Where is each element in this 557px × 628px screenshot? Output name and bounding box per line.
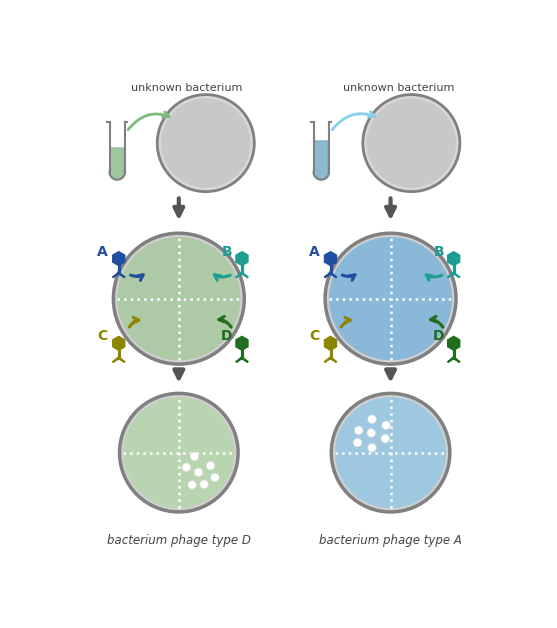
Text: B: B	[222, 245, 233, 259]
Circle shape	[182, 463, 190, 472]
Text: D: D	[221, 330, 233, 344]
Circle shape	[190, 452, 199, 460]
Polygon shape	[236, 337, 248, 350]
Polygon shape	[448, 252, 460, 266]
Circle shape	[120, 393, 238, 512]
Circle shape	[211, 474, 219, 482]
Circle shape	[335, 398, 446, 508]
Circle shape	[161, 99, 251, 188]
Polygon shape	[325, 337, 336, 350]
Polygon shape	[236, 252, 248, 266]
Text: A: A	[97, 245, 108, 259]
Circle shape	[367, 99, 456, 188]
Text: bacterium phage type D: bacterium phage type D	[107, 534, 251, 546]
Text: unknown bacterium: unknown bacterium	[131, 83, 242, 93]
Circle shape	[206, 462, 215, 470]
Circle shape	[117, 237, 241, 360]
Circle shape	[381, 435, 389, 443]
Text: B: B	[434, 245, 444, 259]
Circle shape	[331, 393, 450, 512]
Text: A: A	[309, 245, 320, 259]
Circle shape	[124, 398, 234, 508]
Text: D: D	[433, 330, 444, 344]
Text: C: C	[310, 330, 320, 344]
Polygon shape	[325, 252, 336, 266]
Circle shape	[200, 480, 208, 489]
Text: bacterium phage type A: bacterium phage type A	[319, 534, 462, 546]
Circle shape	[382, 421, 390, 430]
Circle shape	[367, 429, 375, 437]
Circle shape	[368, 443, 376, 452]
Circle shape	[354, 426, 363, 435]
Polygon shape	[110, 122, 125, 180]
Circle shape	[157, 95, 255, 192]
Circle shape	[194, 468, 203, 477]
Polygon shape	[113, 252, 125, 266]
Polygon shape	[314, 122, 329, 180]
Circle shape	[188, 480, 196, 489]
Circle shape	[368, 415, 377, 423]
Text: C: C	[97, 330, 108, 344]
Polygon shape	[314, 141, 329, 180]
Circle shape	[114, 233, 245, 364]
Circle shape	[363, 95, 460, 192]
Circle shape	[325, 233, 456, 364]
Polygon shape	[110, 148, 125, 180]
Text: unknown bacterium: unknown bacterium	[343, 83, 454, 93]
Circle shape	[353, 438, 361, 447]
Circle shape	[329, 237, 452, 360]
Polygon shape	[113, 337, 125, 350]
Polygon shape	[448, 337, 460, 350]
